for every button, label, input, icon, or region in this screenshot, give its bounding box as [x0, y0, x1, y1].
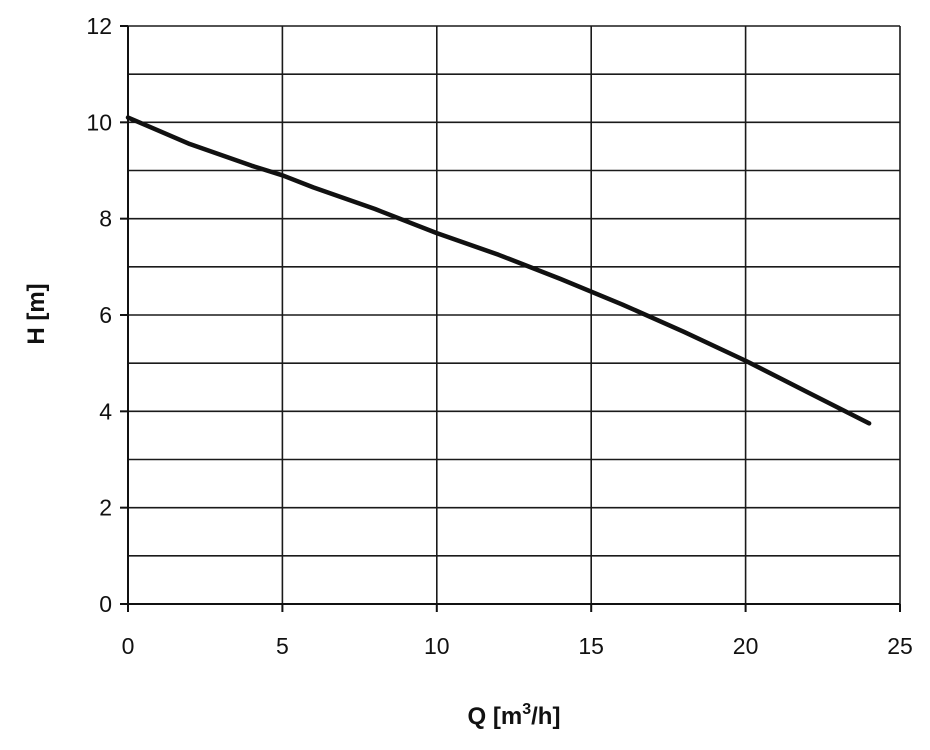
y-tick-label: 0 — [99, 591, 112, 617]
x-tick-label: 0 — [122, 633, 135, 659]
x-axis-title-main: Q [m — [468, 703, 523, 730]
y-tick-label: 6 — [99, 302, 112, 328]
x-tick-label: 10 — [424, 633, 450, 659]
x-axis-title-superscript: 3 — [522, 701, 531, 718]
series-line-hq — [125, 115, 872, 426]
x-tick-label: 15 — [578, 633, 604, 659]
y-tick-label: 2 — [99, 495, 112, 521]
x-axis-title-tail: /h] — [531, 703, 560, 730]
axes — [120, 25, 901, 612]
y-tick-label: 10 — [86, 109, 112, 135]
tick-labels: 0 2 4 6 8 10 12 0 5 10 15 20 25 — [86, 13, 912, 659]
x-axis-title: Q [m3/h] — [468, 701, 561, 730]
y-tick-label: 8 — [99, 206, 112, 232]
y-tick-label: 4 — [99, 398, 112, 424]
y-axis-title: H [m] — [23, 283, 50, 344]
grid — [128, 25, 901, 604]
x-tick-label: 25 — [887, 633, 913, 659]
x-tick-label: 5 — [276, 633, 289, 659]
series — [125, 115, 872, 426]
x-tick-label: 20 — [733, 633, 759, 659]
y-tick-label: 12 — [86, 13, 112, 39]
